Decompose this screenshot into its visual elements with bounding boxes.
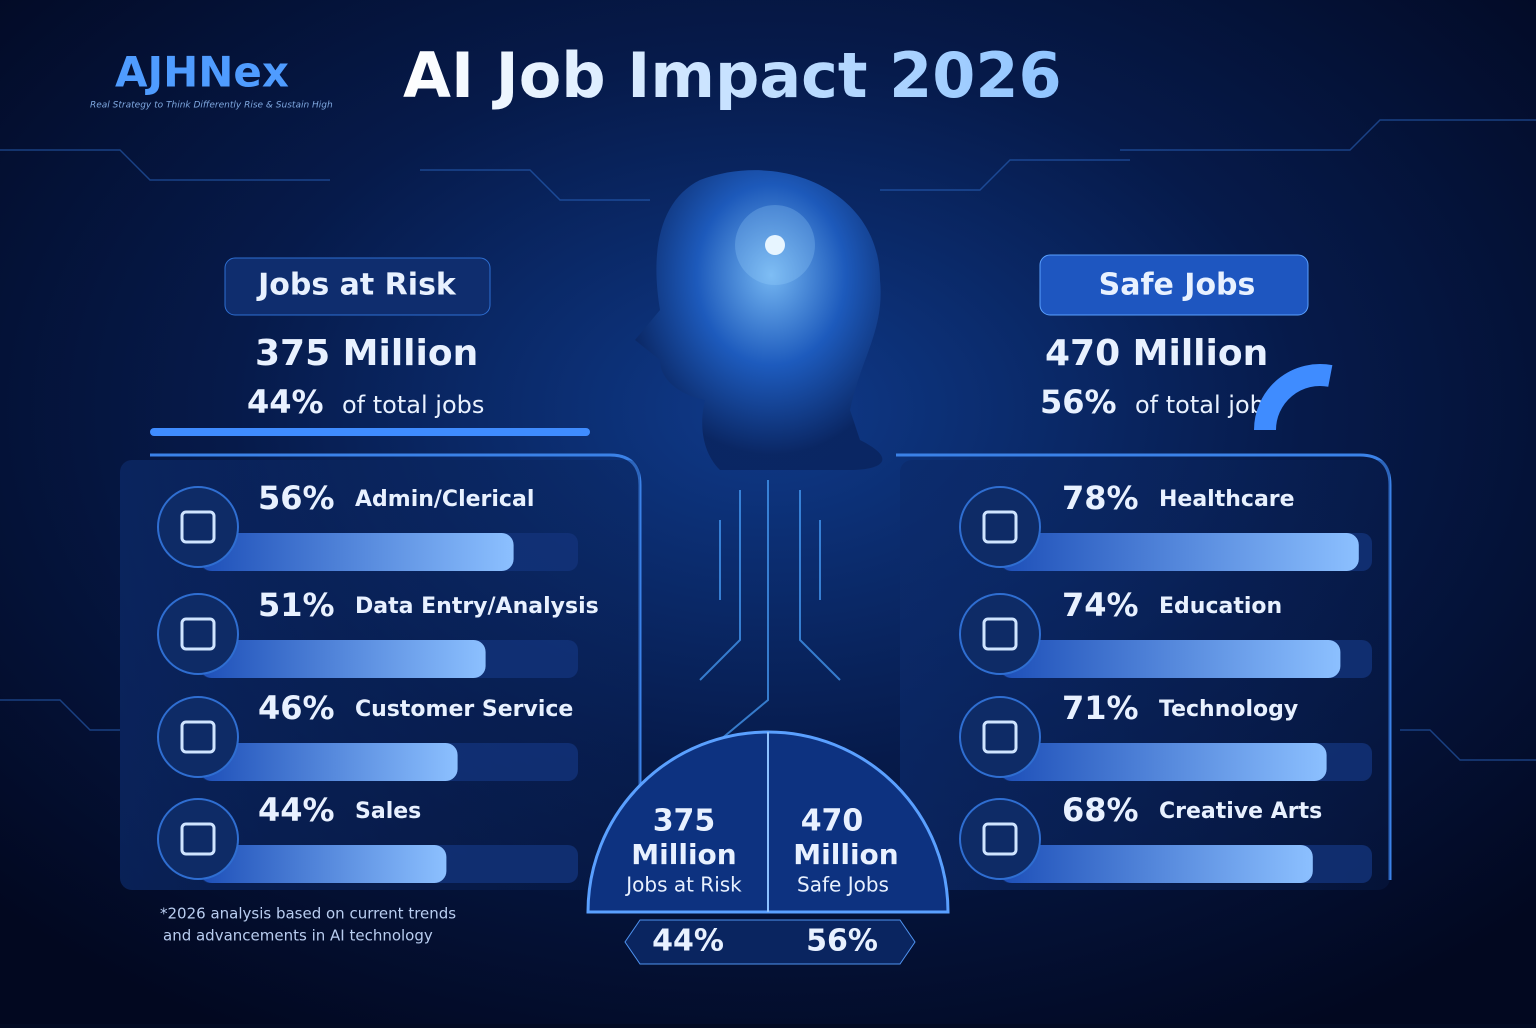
sector-name: Sales [355,799,421,824]
sector-name: Creative Arts [1159,799,1322,824]
sector-name: Education [1159,594,1282,619]
brand-name: AJHNex [115,48,289,97]
sector-icon [157,696,239,778]
risk-total: 375 Million [255,333,478,374]
sector-name: Admin/Clerical [355,487,534,512]
sector-name: Healthcare [1159,487,1295,512]
summary-safe-number: 470 [801,804,864,839]
summary-risk-unit: Million [631,838,736,871]
bar [1000,845,1313,883]
bar [200,533,514,571]
bar [1000,533,1359,571]
title: AI Job Impact 2026 [403,39,1062,112]
sector-icon-glyph [180,617,216,651]
sector-share: 74% [1062,586,1139,624]
summary-share-band [624,919,916,965]
safe-share: 56% [1040,383,1117,421]
safe-total: 470 Million [1045,333,1268,374]
sector-icon [157,486,239,568]
sector-icon-glyph [982,822,1018,856]
sector-name: Data Entry/Analysis [355,594,599,619]
sector-icon [959,798,1041,880]
right-heading-box [1039,254,1309,316]
footnote-line: and advancements in AI technology [163,927,433,945]
sector-share: 68% [1062,791,1139,829]
bar [200,640,486,678]
bar [1000,640,1341,678]
sector-icon [959,593,1041,675]
ai-head [635,170,883,741]
bar [1000,743,1327,781]
sector-icon-glyph [982,617,1018,651]
summary-safe-unit: Million [793,838,898,871]
risk-share-text: of total jobs [342,391,484,419]
circuit-lines [0,119,1536,761]
sector-icon-glyph [982,510,1018,544]
footnote-line: *2026 analysis based on current trends [160,905,456,923]
safe-share-gauge [1254,364,1333,431]
sector-icon [157,798,239,880]
risk-share-bar [150,428,590,436]
sector-icon [157,593,239,675]
sector-icon-glyph [180,720,216,754]
sector-share: 46% [258,689,335,727]
sector-icon-glyph [180,510,216,544]
summary-safe-share: 56% [806,924,878,959]
bar [200,743,458,781]
sector-icon-glyph [180,822,216,856]
risk-heading: Jobs at Risk [256,268,457,303]
left-heading-box [224,257,491,316]
sector-icon [959,696,1041,778]
sector-share: 56% [258,479,335,517]
sector-icon-glyph [982,720,1018,754]
summary-risk-number: 375 [653,804,716,839]
brand-tagline: Real Strategy to Think Differently Rise … [90,101,333,111]
sector-share: 44% [258,791,335,829]
sector-name: Customer Service [355,697,573,722]
risk-share: 44% [247,383,324,421]
summary-safe-label: Safe Jobs [797,873,889,897]
safe-heading: Safe Jobs [1099,268,1256,303]
sector-share: 51% [258,586,335,624]
sector-icon [959,486,1041,568]
safe-share-text: of total jobs [1135,391,1277,419]
sector-share: 78% [1062,479,1139,517]
sector-name: Technology [1159,697,1298,722]
bar [200,845,447,883]
summary-risk-label: Jobs at Risk [624,873,742,897]
summary-risk-share: 44% [652,924,724,959]
sector-share: 71% [1062,689,1139,727]
